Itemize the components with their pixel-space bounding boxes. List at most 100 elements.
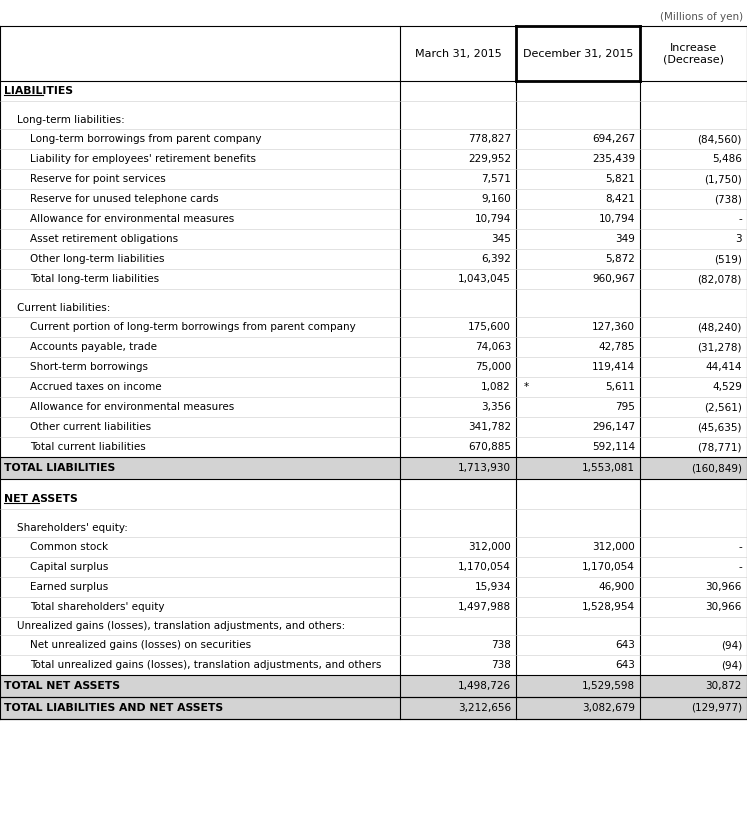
Text: 44,414: 44,414: [705, 362, 742, 372]
Text: Increase
(Decrease): Increase (Decrease): [663, 43, 724, 64]
Text: 42,785: 42,785: [598, 342, 635, 352]
Text: 1,170,054: 1,170,054: [582, 562, 635, 572]
Text: NET ASSETS: NET ASSETS: [4, 494, 78, 504]
Text: 15,934: 15,934: [474, 582, 511, 592]
Text: 670,885: 670,885: [468, 442, 511, 452]
Text: Asset retirement obligations: Asset retirement obligations: [30, 234, 178, 244]
Bar: [0, 457, 747, 479]
Text: 229,952: 229,952: [468, 154, 511, 164]
Text: 127,360: 127,360: [592, 322, 635, 332]
Bar: [0, 697, 747, 719]
Text: 643: 643: [615, 640, 635, 650]
Text: (1,750): (1,750): [704, 174, 742, 184]
Text: 1,498,726: 1,498,726: [458, 681, 511, 691]
Text: Long-term borrowings from parent company: Long-term borrowings from parent company: [30, 134, 261, 144]
Text: (45,635): (45,635): [698, 422, 742, 432]
Text: 694,267: 694,267: [592, 134, 635, 144]
Text: 312,000: 312,000: [592, 542, 635, 552]
Text: 312,000: 312,000: [468, 542, 511, 552]
Text: 3: 3: [735, 234, 742, 244]
Text: Reserve for unused telephone cards: Reserve for unused telephone cards: [30, 194, 219, 204]
Text: March 31, 2015: March 31, 2015: [415, 48, 501, 58]
Text: 960,967: 960,967: [592, 274, 635, 284]
Text: 345: 345: [491, 234, 511, 244]
Text: December 31, 2015: December 31, 2015: [523, 48, 633, 58]
Text: Allowance for environmental measures: Allowance for environmental measures: [30, 214, 235, 224]
Text: (84,560): (84,560): [698, 134, 742, 144]
Text: 795: 795: [615, 402, 635, 412]
Text: 3,356: 3,356: [481, 402, 511, 412]
Text: Long-term liabilities:: Long-term liabilities:: [17, 115, 125, 125]
Text: Allowance for environmental measures: Allowance for environmental measures: [30, 402, 235, 412]
Text: Accounts payable, trade: Accounts payable, trade: [30, 342, 157, 352]
Text: Other current liabilities: Other current liabilities: [30, 422, 151, 432]
Text: 349: 349: [615, 234, 635, 244]
Text: 175,600: 175,600: [468, 322, 511, 332]
Text: 119,414: 119,414: [592, 362, 635, 372]
Text: 5,872: 5,872: [605, 254, 635, 264]
Text: 5,821: 5,821: [605, 174, 635, 184]
Text: 235,439: 235,439: [592, 154, 635, 164]
Text: 30,872: 30,872: [706, 681, 742, 691]
Text: *: *: [524, 382, 529, 392]
Text: 30,966: 30,966: [706, 582, 742, 592]
Text: 75,000: 75,000: [475, 362, 511, 372]
Text: 7,571: 7,571: [481, 174, 511, 184]
Text: 1,529,598: 1,529,598: [582, 681, 635, 691]
Text: 30,966: 30,966: [706, 602, 742, 612]
Text: Current portion of long-term borrowings from parent company: Current portion of long-term borrowings …: [30, 322, 356, 332]
Text: Total long-term liabilities: Total long-term liabilities: [30, 274, 159, 284]
Text: LIABILITIES: LIABILITIES: [4, 86, 73, 96]
Text: 74,063: 74,063: [474, 342, 511, 352]
Text: (2,561): (2,561): [704, 402, 742, 412]
Text: 9,160: 9,160: [481, 194, 511, 204]
Text: 1,713,930: 1,713,930: [458, 463, 511, 473]
Text: Current liabilities:: Current liabilities:: [17, 303, 111, 313]
Text: Reserve for point services: Reserve for point services: [30, 174, 166, 184]
Text: 1,528,954: 1,528,954: [582, 602, 635, 612]
Text: (519): (519): [714, 254, 742, 264]
Text: 1,497,988: 1,497,988: [458, 602, 511, 612]
Text: Short-term borrowings: Short-term borrowings: [30, 362, 148, 372]
Text: -: -: [738, 214, 742, 224]
Text: Unrealized gains (losses), translation adjustments, and others:: Unrealized gains (losses), translation a…: [17, 621, 345, 631]
Text: 46,900: 46,900: [599, 582, 635, 592]
Bar: [0, 675, 747, 697]
Text: Total shareholders' equity: Total shareholders' equity: [30, 602, 164, 612]
Text: Accrued taxes on income: Accrued taxes on income: [30, 382, 161, 392]
Text: 6,392: 6,392: [481, 254, 511, 264]
Text: 1,553,081: 1,553,081: [582, 463, 635, 473]
Text: 1,082: 1,082: [481, 382, 511, 392]
Text: 296,147: 296,147: [592, 422, 635, 432]
Text: 10,794: 10,794: [598, 214, 635, 224]
Text: Shareholders' equity:: Shareholders' equity:: [17, 523, 128, 533]
Text: 8,421: 8,421: [605, 194, 635, 204]
Text: (78,771): (78,771): [698, 442, 742, 452]
Text: Total current liabilities: Total current liabilities: [30, 442, 146, 452]
Text: TOTAL LIABILITIES: TOTAL LIABILITIES: [4, 463, 115, 473]
Text: 3,082,679: 3,082,679: [582, 703, 635, 713]
Text: 5,611: 5,611: [605, 382, 635, 392]
Text: (129,977): (129,977): [691, 703, 742, 713]
Text: 5,486: 5,486: [712, 154, 742, 164]
Text: Earned surplus: Earned surplus: [30, 582, 108, 592]
Text: 1,043,045: 1,043,045: [458, 274, 511, 284]
Text: -: -: [738, 562, 742, 572]
Text: Capital surplus: Capital surplus: [30, 562, 108, 572]
Text: 643: 643: [615, 660, 635, 670]
Text: 3,212,656: 3,212,656: [458, 703, 511, 713]
Text: Liability for employees' retirement benefits: Liability for employees' retirement bene…: [30, 154, 256, 164]
Text: TOTAL NET ASSETS: TOTAL NET ASSETS: [4, 681, 120, 691]
Text: 341,782: 341,782: [468, 422, 511, 432]
Text: 1,170,054: 1,170,054: [458, 562, 511, 572]
Text: 592,114: 592,114: [592, 442, 635, 452]
Text: 738: 738: [491, 660, 511, 670]
Text: -: -: [738, 542, 742, 552]
Text: TOTAL LIABILITIES AND NET ASSETS: TOTAL LIABILITIES AND NET ASSETS: [4, 703, 223, 713]
Text: (94): (94): [721, 660, 742, 670]
Text: (94): (94): [721, 640, 742, 650]
Text: (48,240): (48,240): [698, 322, 742, 332]
Text: 738: 738: [491, 640, 511, 650]
Text: Common stock: Common stock: [30, 542, 108, 552]
Text: 778,827: 778,827: [468, 134, 511, 144]
